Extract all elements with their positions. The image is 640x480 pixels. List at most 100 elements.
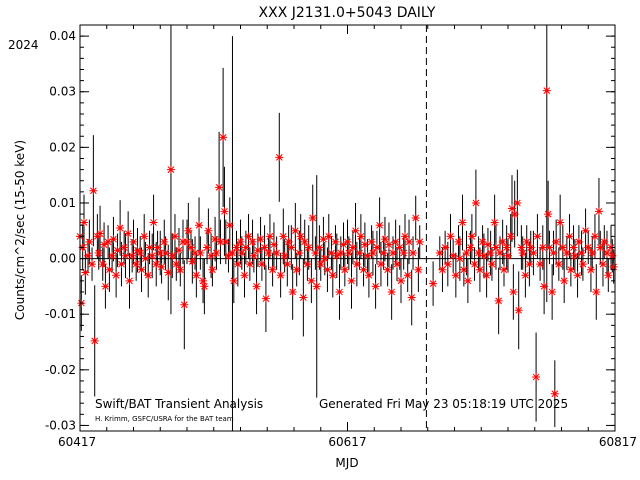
data-point <box>244 232 253 241</box>
data-point <box>228 249 237 258</box>
data-point <box>574 237 583 246</box>
data-point <box>577 249 586 258</box>
data-point <box>308 213 317 222</box>
data-point <box>140 232 149 241</box>
data-point <box>249 251 258 260</box>
data-point <box>284 237 293 246</box>
data-point <box>548 287 557 296</box>
data-point <box>487 260 496 269</box>
data-point <box>340 265 349 274</box>
data-point <box>573 271 582 280</box>
data-point <box>578 260 587 269</box>
data-point <box>405 237 414 246</box>
data-point <box>283 260 292 269</box>
data-point <box>288 287 297 296</box>
data-point <box>565 232 574 241</box>
data-point <box>292 265 301 274</box>
data-point <box>245 260 254 269</box>
data-point <box>399 249 408 258</box>
data-point <box>510 210 519 219</box>
data-point <box>590 232 599 241</box>
data-point <box>490 218 499 227</box>
data-point <box>479 251 488 260</box>
data-point <box>602 249 611 258</box>
data-point <box>275 153 284 162</box>
data-point <box>411 213 420 222</box>
data-point <box>463 276 472 285</box>
data-point <box>498 237 507 246</box>
data-point <box>475 265 484 274</box>
data-point <box>212 249 221 258</box>
data-point <box>435 249 444 258</box>
data-point <box>237 249 246 258</box>
data-point <box>304 243 313 252</box>
data-point <box>586 265 595 274</box>
data-point <box>233 260 242 269</box>
data-point <box>225 221 234 230</box>
data-point <box>455 254 464 263</box>
data-point <box>236 237 245 246</box>
data-point <box>219 133 228 142</box>
data-point <box>471 198 480 207</box>
data-point <box>545 243 554 252</box>
data-point <box>495 249 504 258</box>
data-point <box>257 260 266 269</box>
data-point <box>588 249 597 258</box>
data-point <box>196 249 205 258</box>
data-point <box>397 276 405 285</box>
data-point <box>502 243 511 252</box>
data-point <box>592 287 601 296</box>
data-point <box>538 243 547 252</box>
data-point <box>459 265 468 274</box>
data-point <box>403 271 412 280</box>
data-point <box>208 265 217 274</box>
data-point <box>129 237 138 246</box>
data-point <box>320 254 329 263</box>
data-point <box>356 232 365 241</box>
data-point <box>604 271 613 280</box>
data-point <box>499 265 508 274</box>
data-point <box>101 282 110 291</box>
data-point <box>84 251 93 260</box>
data-point <box>265 232 274 241</box>
data-point <box>387 287 396 296</box>
data-point <box>204 226 213 235</box>
data-point <box>383 265 392 274</box>
data-point <box>355 249 364 258</box>
data-point <box>606 243 615 252</box>
x-tick-label: 60817 <box>599 435 637 449</box>
data-point <box>124 229 133 238</box>
data-point <box>570 251 579 260</box>
data-point <box>566 265 575 274</box>
data-point <box>449 251 458 260</box>
y-tick-label: 0.01 <box>49 196 76 210</box>
data-point <box>395 243 404 252</box>
data-point <box>517 243 526 252</box>
data-point <box>188 257 197 266</box>
data-point <box>415 237 424 246</box>
data-point <box>352 260 361 269</box>
data-point <box>554 260 563 269</box>
y-tick-label: -0.01 <box>45 307 76 321</box>
y-tick-label: 0.04 <box>49 29 76 43</box>
data-point <box>470 260 479 269</box>
data-point <box>152 260 161 269</box>
data-point <box>482 271 491 280</box>
data-point <box>211 235 220 244</box>
data-point <box>467 232 476 241</box>
data-point <box>117 260 126 269</box>
data-point <box>264 249 273 258</box>
data-point <box>272 249 281 258</box>
data-point <box>253 246 262 255</box>
year-label: 2024 <box>8 38 39 52</box>
data-point <box>168 251 177 260</box>
data-point <box>291 226 300 235</box>
footer-generated-label: Generated Fri May 23 05:18:19 UTC 2025 <box>319 397 568 411</box>
data-point <box>232 243 241 252</box>
data-point <box>220 207 229 216</box>
data-point <box>462 249 471 258</box>
data-point <box>191 249 200 258</box>
data-point <box>429 279 438 288</box>
data-point <box>280 251 289 260</box>
